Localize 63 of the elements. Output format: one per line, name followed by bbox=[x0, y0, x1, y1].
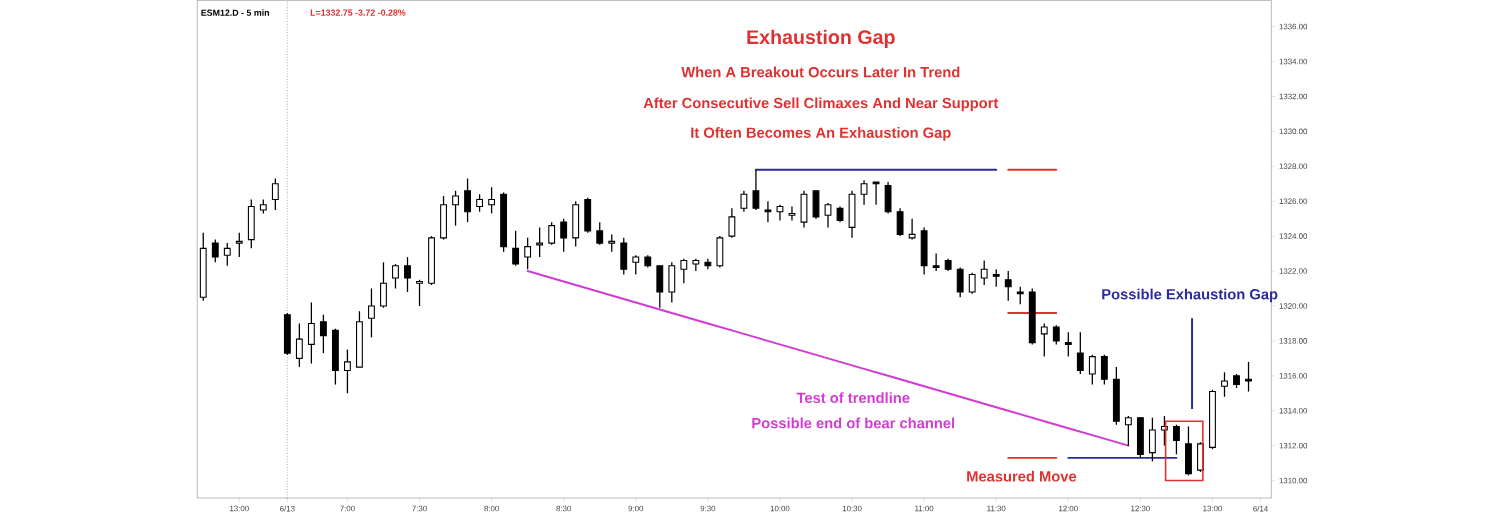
candlestick bbox=[776, 204, 784, 222]
candlestick bbox=[728, 207, 736, 239]
candlestick bbox=[1088, 354, 1096, 386]
candlestick bbox=[560, 218, 568, 253]
candlestick bbox=[752, 169, 760, 211]
candlestick bbox=[680, 258, 688, 285]
candlestick bbox=[980, 260, 988, 286]
candlestick bbox=[872, 181, 880, 206]
annotation: Test of trendline bbox=[796, 392, 910, 404]
candlestick bbox=[1076, 331, 1084, 375]
candlestick bbox=[319, 314, 327, 354]
annotation: ESM12.D - 5 min bbox=[201, 9, 270, 17]
candlestick bbox=[271, 178, 279, 211]
candlestick bbox=[368, 288, 375, 339]
candlestick bbox=[596, 221, 604, 246]
candlestick bbox=[1221, 371, 1228, 398]
candlestick bbox=[932, 253, 940, 272]
candlestick bbox=[1124, 415, 1132, 447]
candlestick bbox=[524, 237, 532, 271]
text: Exhaustion Gap bbox=[747, 29, 895, 49]
candlestick bbox=[235, 232, 243, 258]
candlestick bbox=[764, 200, 772, 223]
candlestick bbox=[1040, 322, 1048, 358]
annotation: After Consecutive Sell Climaxes And Near Support bbox=[643, 97, 999, 112]
candlestick bbox=[1161, 415, 1168, 447]
candlestick bbox=[392, 263, 399, 290]
candlestick bbox=[632, 254, 640, 276]
candlestick bbox=[896, 207, 904, 237]
candlestick bbox=[295, 322, 303, 368]
candlestick bbox=[740, 190, 748, 213]
candlestick bbox=[1245, 361, 1252, 393]
candlestick bbox=[416, 279, 423, 307]
candlestick bbox=[704, 258, 712, 271]
candlestick bbox=[788, 205, 796, 222]
candlestick bbox=[404, 256, 411, 293]
annotation: Possible end of bear channel bbox=[752, 417, 955, 429]
candlestick bbox=[548, 221, 556, 246]
text: When A Breakout Occurs Later In Trend bbox=[681, 66, 960, 78]
candlestick bbox=[1100, 354, 1108, 386]
candlestick bbox=[307, 302, 315, 365]
candlestick bbox=[488, 186, 496, 215]
candlestick bbox=[1052, 324, 1060, 346]
annotation: Measured Move bbox=[967, 470, 1077, 482]
candlestick bbox=[211, 239, 219, 264]
candlestick bbox=[223, 242, 231, 267]
candlestick bbox=[968, 272, 976, 295]
candlestick bbox=[956, 267, 964, 299]
candlestick bbox=[824, 202, 832, 229]
annotation: Possible Exhaustion Gap bbox=[1102, 288, 1278, 303]
candlestick bbox=[1064, 331, 1072, 358]
candlestick bbox=[1173, 424, 1180, 456]
candlestick bbox=[860, 179, 868, 206]
candlestick bbox=[380, 261, 387, 309]
candlestick bbox=[908, 218, 916, 241]
candlestick bbox=[452, 190, 459, 227]
candlestick bbox=[344, 349, 351, 395]
candlestick bbox=[1004, 270, 1012, 302]
candlestick bbox=[512, 230, 520, 267]
annotation: L=1332.75 -3.72 -0.28% bbox=[310, 9, 406, 16]
annotation: It Often Becomes An Exhaustion Gap bbox=[691, 127, 951, 141]
candlestick bbox=[536, 226, 544, 258]
candlestick bbox=[464, 178, 471, 223]
candlestick bbox=[1148, 417, 1156, 463]
